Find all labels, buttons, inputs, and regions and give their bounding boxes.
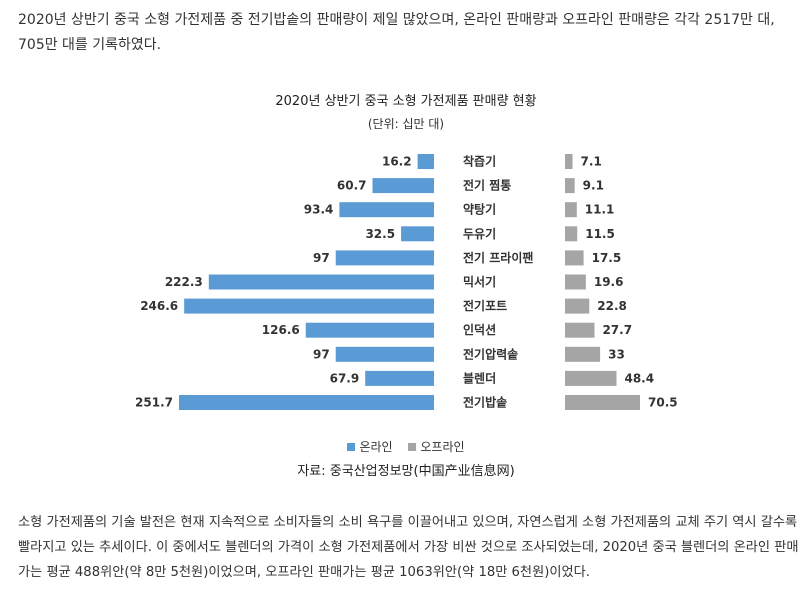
category-label: 전기 찜통 bbox=[463, 178, 511, 193]
category-label: 약탕기 bbox=[463, 202, 496, 217]
legend-item-offline: 오프라인 bbox=[408, 438, 465, 455]
category-label: 전기밥솥 bbox=[463, 395, 507, 410]
online-bar bbox=[184, 298, 434, 314]
online-value-label: 16.2 bbox=[382, 155, 412, 169]
category-label: 전기압력솥 bbox=[463, 346, 518, 361]
offline-value-label: 33 bbox=[608, 347, 625, 361]
online-bar bbox=[372, 178, 434, 194]
offline-bar bbox=[565, 298, 590, 314]
online-value-label: 32.5 bbox=[365, 227, 395, 241]
offline-bar bbox=[565, 370, 617, 386]
legend-item-online: 온라인 bbox=[347, 438, 393, 455]
chart-unit: (단위: 십만 대) bbox=[367, 117, 445, 131]
offline-value-label: 9.1 bbox=[583, 179, 604, 193]
offline-value-label: 11.5 bbox=[585, 227, 615, 241]
online-bar bbox=[179, 395, 434, 410]
offline-bars: 7.1 9.1 11.1 11.5 17.5 19.6 22.8 27.7 33 48.4 70.5 bbox=[565, 154, 678, 410]
online-value-label: 251.7 bbox=[135, 396, 173, 410]
offline-bar bbox=[565, 395, 640, 410]
online-bar bbox=[335, 346, 434, 362]
online-value-label: 67.9 bbox=[330, 371, 360, 385]
category-label: 전기포트 bbox=[463, 298, 507, 313]
online-bar bbox=[305, 322, 434, 338]
category-label: 두유기 bbox=[463, 226, 496, 241]
offline-bar bbox=[565, 346, 601, 362]
online-value-label: 246.6 bbox=[140, 299, 178, 313]
online-bar bbox=[339, 202, 434, 218]
chart-title: 2020년 상반기 중국 소형 가전제품 판매량 현황 bbox=[275, 94, 537, 109]
offline-value-label: 48.4 bbox=[624, 371, 654, 385]
offline-bar bbox=[565, 154, 573, 169]
offline-value-label: 11.1 bbox=[585, 203, 615, 217]
sales-chart: 2020년 상반기 중국 소형 가전제품 판매량 현황 (단위: 십만 대) 1… bbox=[0, 82, 812, 482]
offline-value-label: 27.7 bbox=[602, 323, 632, 337]
category-label: 블렌더 bbox=[463, 370, 496, 385]
online-bar bbox=[401, 226, 434, 242]
offline-value-label: 70.5 bbox=[648, 396, 678, 410]
category-label: 인덕션 bbox=[463, 322, 496, 337]
chart-source: 자료: 중국산업정보망(中国产业信息网) bbox=[297, 464, 515, 479]
legend-swatch-online bbox=[347, 442, 356, 451]
chart-legend: 온라인 오프라인 bbox=[0, 438, 812, 455]
online-bar bbox=[335, 250, 434, 266]
category-label: 전기 프라이팬 bbox=[463, 250, 533, 265]
legend-swatch-offline bbox=[408, 442, 417, 451]
category-label: 착즙기 bbox=[463, 154, 496, 169]
offline-bar bbox=[565, 322, 595, 338]
online-value-label: 126.6 bbox=[262, 323, 300, 337]
offline-bar bbox=[565, 202, 577, 218]
outro-paragraph: 소형 가전제품의 기술 발전은 현재 지속적으로 소비자들의 소비 욕구를 이끌… bbox=[18, 515, 799, 580]
legend-label-online: 온라인 bbox=[359, 440, 393, 454]
online-value-label: 60.7 bbox=[337, 179, 367, 193]
intro-paragraph: 2020년 상반기 중국 소형 가전제품 중 전기밥솥의 판매량이 제일 많았으… bbox=[18, 12, 775, 53]
chart-svg: 16.260.793.432.597222.3246.6126.69767.92… bbox=[135, 154, 678, 410]
offline-value-label: 17.5 bbox=[592, 251, 622, 265]
offline-bar bbox=[565, 274, 586, 290]
legend-label-offline: 오프라인 bbox=[420, 440, 465, 454]
offline-value-label: 7.1 bbox=[581, 155, 602, 169]
online-value-label: 97 bbox=[313, 251, 330, 265]
offline-bar bbox=[565, 250, 584, 266]
online-bar bbox=[365, 370, 434, 386]
online-value-label: 97 bbox=[313, 347, 330, 361]
online-value-label: 222.3 bbox=[165, 275, 203, 289]
offline-value-label: 22.8 bbox=[597, 299, 627, 313]
online-bar bbox=[208, 274, 434, 290]
online-bar bbox=[417, 154, 434, 169]
offline-bar bbox=[565, 178, 575, 194]
offline-value-label: 19.6 bbox=[594, 275, 624, 289]
category-label: 믹서기 bbox=[463, 274, 496, 289]
online-bars: 16.260.793.432.597222.3246.6126.69767.92… bbox=[135, 154, 434, 410]
online-value-label: 93.4 bbox=[304, 203, 334, 217]
offline-bar bbox=[565, 226, 578, 242]
